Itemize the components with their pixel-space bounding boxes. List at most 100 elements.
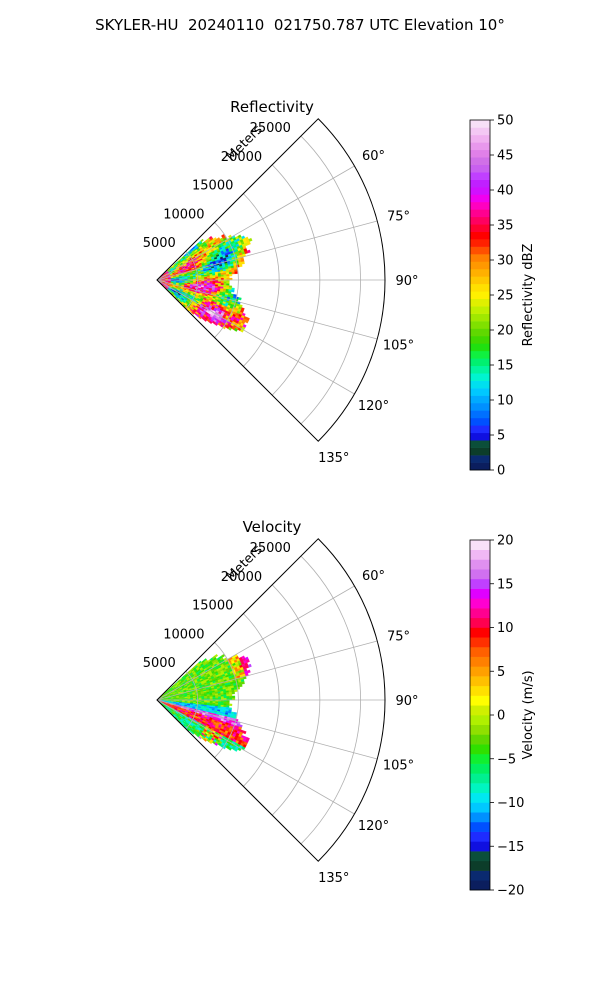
azimuth-gridline [156,640,378,701]
range-tick-label: 20000 [221,150,262,165]
data-cell [241,261,245,265]
data-cell [223,281,227,284]
data-cell [214,742,219,747]
data-cell [223,694,227,697]
data-cell [244,319,249,324]
data-cell [226,274,230,277]
colorbar-swatch [470,321,490,329]
data-cell [226,696,230,699]
data-cell [246,669,251,674]
data-cell [246,241,251,246]
colorbar-swatch [470,569,490,580]
colorbar-swatch [470,239,490,247]
colorbar-tick-label: 35 [497,219,514,234]
data-cell [231,691,235,695]
azimuth-tick-label: 90° [395,274,418,289]
data-cell [226,281,230,284]
colorbar-swatch [470,306,490,314]
data-cell [234,271,238,275]
colorbar-swatch [470,549,490,560]
colorbar-swatch [470,851,490,862]
data-cell [220,696,224,699]
data-cell [241,681,245,685]
colorbar-swatch [470,666,490,677]
colorbar-swatch [470,578,490,589]
colorbar-swatch [470,608,490,619]
colorbar-tick-label: 30 [497,254,514,269]
colorbar-swatch [470,724,490,735]
colorbar-swatch [470,880,490,891]
colorbar-swatch [470,283,490,292]
colorbar-swatch [470,656,490,667]
azimuth-gridline [156,220,378,281]
colorbar-swatch [470,821,490,832]
colorbar-swatch [470,127,490,136]
colorbar-label: Velocity (m/s) [521,670,536,759]
data-cell [233,747,238,752]
data-cell [247,663,252,668]
range-tick-label: 5000 [143,236,176,251]
colorbar-swatch [470,335,490,344]
plot-frame [156,538,386,862]
data-cell [198,735,202,740]
azimuth-tick-label: 60° [362,569,385,584]
colorbar-swatch [470,432,490,441]
azimuth-gridline [156,699,355,815]
colorbar-swatch [470,343,490,352]
colorbar-swatch [470,831,490,842]
azimuth-tick-label: 105° [383,759,414,774]
range-tick-label: 10000 [163,207,204,222]
colorbar-swatch [470,201,490,210]
colorbar-swatch [470,870,490,881]
colorbar-tick-label: −5 [497,752,516,767]
data-cell [214,322,219,327]
colorbar-swatch [470,685,490,696]
colorbar-swatch [470,246,490,255]
colorbar-tick-label: 20 [497,324,514,339]
data-cell [238,264,243,268]
colorbar-swatch [470,313,490,322]
azimuth-gridline [156,585,355,701]
data-cell [203,318,208,322]
azimuth-tick-label: 75° [387,629,410,644]
data-cell [206,277,211,279]
colorbar: −20 −15 −10 −5 0 5 10 15 20 Velocity (m/s) [469,534,536,899]
polar-plot-velocity: 5000 10000 15000 20000 25000 60° 75° 90° 105° 120… [143,518,536,899]
colorbar-swatch [470,209,490,218]
colorbar-swatch [470,455,490,463]
colorbar-swatch [470,328,490,337]
colorbar-swatch [470,695,490,706]
colorbar: 0 5 10 15 20 25 30 35 40 45 50 Reflectivity dBZ [469,114,536,479]
colorbar-swatch [470,646,490,657]
colorbar-swatch [470,705,490,716]
colorbar-swatch [470,142,490,151]
colorbar-swatch [470,841,490,852]
data-cell [223,276,227,279]
colorbar-swatch [470,395,490,404]
azimuth-gridline [156,699,378,760]
data-cell [191,731,195,735]
data-cell [222,745,227,750]
colorbar-swatch [470,598,490,609]
data-cell [223,701,227,704]
colorbar-tick-label: 10 [497,621,514,636]
range-tick-label: 15000 [192,599,233,614]
colorbar-tick-label: −10 [497,796,524,811]
data-cell [223,696,227,699]
colorbar-tick-label: 10 [497,394,514,409]
data-cell [217,274,222,277]
colorbar-tick-label: 15 [497,577,514,592]
data-cell [234,689,238,693]
range-tick-label: 5000 [143,656,176,671]
colorbar-swatch [470,388,490,396]
colorbar-swatch [470,373,490,381]
colorbar-swatch [470,164,490,173]
data-cell [245,659,250,663]
data-cell [233,327,238,332]
colorbar-swatch [470,440,490,448]
colorbar-swatch [470,676,490,687]
colorbar-swatch [470,276,490,285]
colorbar-tick-label: 0 [497,709,505,724]
data-cell [227,746,232,751]
data-cell [242,730,247,735]
